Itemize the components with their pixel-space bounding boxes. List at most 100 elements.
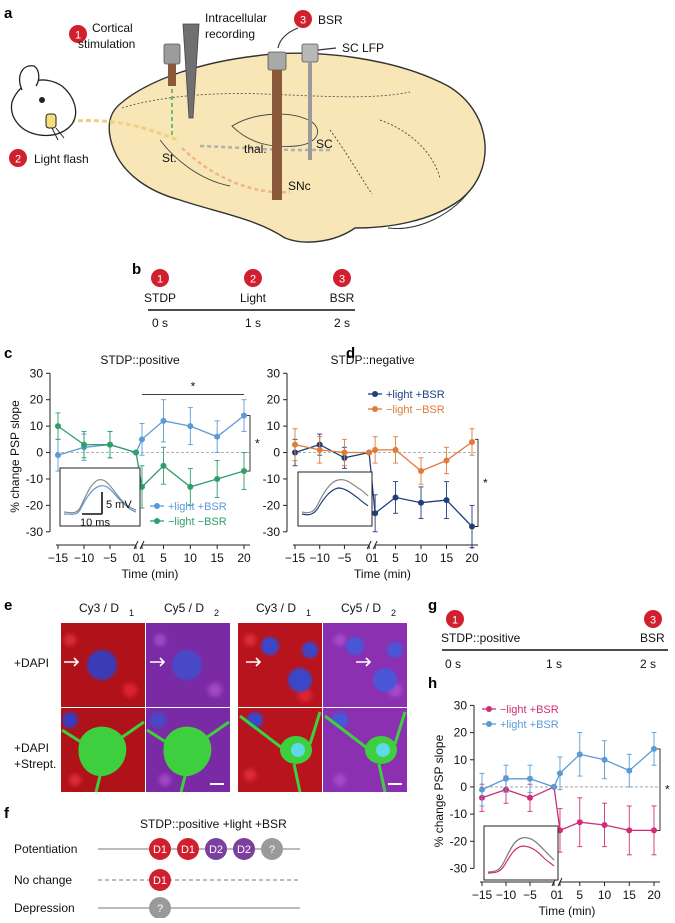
data-point [626,827,633,834]
data-point [443,457,450,464]
f-cell-label: D1 [181,844,195,856]
col-header: Cy3 / D [79,601,119,615]
recording-pipette [182,23,200,119]
x-axis-label: Time (min) [122,567,179,581]
x-tick-label: 20 [237,551,251,565]
data-point [418,499,425,506]
data-point [556,770,563,777]
data-point [372,510,379,517]
y-tick-label: -20 [263,498,281,512]
f-row-label: Potentiation [14,842,77,856]
data-point [55,452,61,459]
step2-num: 2 [15,154,21,166]
inset-d-frame [297,471,373,527]
inset-h [483,825,559,881]
row-label-strept: +Strept. [14,757,56,771]
panel-e-label: e [4,597,12,614]
step2-label: Light flash [34,152,89,166]
sig-bracket [247,415,251,472]
data-point [418,468,425,475]
x-tick-label: 0 [551,888,558,902]
region-snc: SNc [288,179,311,193]
sig-bracket [657,748,661,831]
y-tick-label: 0 [460,780,467,794]
data-point [160,462,167,469]
cerebellum-line [387,189,471,230]
g-event1-badge [446,610,464,628]
data-point [502,775,509,782]
y-tick-label: -20 [450,834,468,848]
data-point [651,745,657,752]
f-cell [177,838,199,860]
sc-lfp-holder [301,43,319,63]
x-tick-label: 15 [623,888,637,902]
data-point [392,494,399,501]
col-header: Cy5 / D [164,601,204,615]
x-tick-label: 10 [184,551,198,565]
b-event-time: 2 s [334,316,350,330]
data-point [526,775,533,782]
g-tick-0: 0 s [445,657,461,671]
b-event-name: BSR [330,291,355,305]
x-tick-label: −10 [310,551,331,565]
data-point [366,449,373,456]
x-tick-label: 1 [139,551,146,565]
b-event-badge [244,269,262,287]
data-point [241,468,247,475]
x-tick-label: 5 [160,551,167,565]
x-axis-label: Time (min) [354,567,411,581]
y-tick-label: -20 [26,498,44,512]
timeline-b-events: 1 STDP 0 s 2 Light 1 s 3 BSR 2 s [144,269,355,330]
g-tick-1: 1 s [546,657,562,671]
bsr-electrode [272,70,282,200]
f-cell [149,869,171,891]
x-tick-label: −15 [48,551,69,565]
col-header-sub: 1 [306,608,311,618]
data-point [479,786,485,793]
x-tick-label: 15 [210,551,224,565]
row-label-dapi-2: +DAPI [14,741,49,755]
sc-lfp-arrow [317,47,337,51]
y-tick-label: 30 [30,366,44,380]
panel-a: a 1 Cortical [4,5,486,243]
data-point [651,827,657,834]
y-tick-label: 10 [454,753,468,767]
data-point [133,449,139,456]
f-cell-label: D1 [153,875,167,887]
panel-f-label: f [4,805,10,822]
x-tick-label: −5 [103,551,117,565]
x-tick-label: 10 [414,551,428,565]
g-event1-name: STDP::positive [441,631,521,645]
arrow-icon [246,657,262,667]
col-header: Cy3 / D [256,601,296,615]
b-event-num: 2 [250,274,256,286]
inset-c-mv: 5 mV [106,499,132,511]
x-tick-label: −15 [472,888,493,902]
data-point [469,438,475,445]
step3-num: 3 [300,15,306,27]
data-point [372,446,379,453]
panel-e: e Cy3 / D 1 Cy5 / D 2 Cy3 / D 1 Cy5 / D 2 +DAPI… [4,597,407,793]
panel-b-label: b [132,261,141,278]
data-point [469,523,475,530]
colliculus-line [379,119,441,179]
f-cell [233,838,255,860]
inset-c-frame [59,467,141,527]
x-tick-label: 20 [647,888,661,902]
sig-star: * [665,783,670,797]
b-event-num: 1 [157,274,163,286]
data-point [55,423,61,430]
col-header-sub: 1 [129,608,134,618]
b-event-num: 3 [339,274,345,286]
col-header: Cy5 / D [341,601,381,615]
inset-c-trace-blue [63,485,137,515]
legend-marker [154,503,160,509]
data-point [187,423,194,430]
data-point [292,441,298,448]
y-tick-label: -10 [450,807,468,821]
x-tick-label: −5 [338,551,352,565]
g-tick-2: 2 s [640,657,656,671]
sig-bracket [475,438,479,527]
b-event-name: STDP [144,291,176,305]
